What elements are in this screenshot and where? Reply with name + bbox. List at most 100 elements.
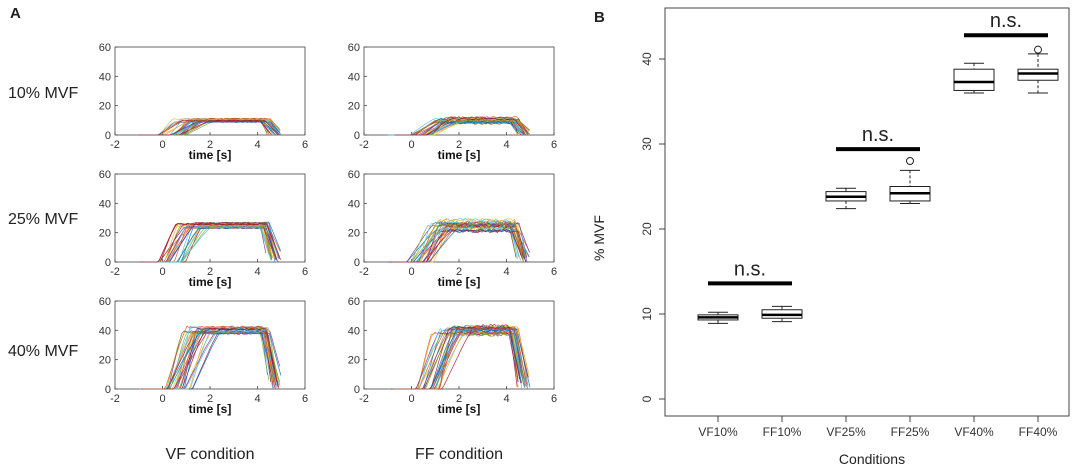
trial-line	[392, 327, 529, 390]
y-tick-label: 40	[99, 71, 111, 83]
x-tick-label: -2	[110, 266, 120, 278]
y-tick-label: 20	[640, 222, 654, 236]
x-tick-label: FF10%	[763, 425, 802, 439]
x-tick-label: 2	[456, 393, 462, 405]
y-tick-label: 40	[348, 198, 360, 210]
y-tick-label: 0	[354, 257, 360, 269]
x-tick-label: 2	[207, 266, 213, 278]
y-tick-label: 60	[99, 296, 111, 308]
significance-label: n.s.	[734, 258, 766, 280]
x-tick-label: 0	[408, 139, 414, 151]
x-axis-label: time [s]	[438, 402, 481, 416]
x-tick-label: 2	[207, 139, 213, 151]
x-tick-label: 6	[302, 266, 308, 278]
trial-lines	[387, 116, 531, 136]
y-tick-label: 20	[99, 101, 111, 113]
iqr-box	[1017, 68, 1059, 81]
y-tick-label: 20	[348, 228, 360, 240]
trial-line	[391, 221, 523, 263]
panel-b-letter: B	[594, 9, 605, 26]
trial-line	[393, 228, 527, 263]
trial-line	[144, 332, 282, 390]
row-label-10: 10% MVF	[8, 85, 78, 102]
x-tick-label: 0	[408, 393, 414, 405]
trial-line	[143, 226, 272, 263]
x-tick-label: -2	[359, 266, 369, 278]
x-tick-label: 4	[503, 266, 509, 278]
x-tick-label: 6	[302, 393, 308, 405]
x-tick-label: FF25%	[891, 425, 930, 439]
x-tick-label: 0	[408, 266, 414, 278]
y-tick-label: 0	[105, 384, 111, 396]
x-tick-label: 0	[159, 139, 165, 151]
y-tick-label: 40	[348, 325, 360, 337]
box-ff25pct	[889, 157, 931, 204]
x-tick-label: 4	[254, 266, 260, 278]
x-tick-label: 4	[254, 393, 260, 405]
trial-line	[143, 325, 277, 390]
x-axis-label: time [s]	[189, 402, 232, 416]
y-tick-label: 0	[354, 384, 360, 396]
box-ff40pct	[1017, 45, 1059, 94]
row-label-25: 25% MVF	[8, 211, 78, 228]
x-axis-label: time [s]	[189, 148, 232, 162]
x-tick-label: 6	[551, 266, 557, 278]
trial-line	[141, 223, 281, 263]
trial-line	[390, 119, 530, 136]
box-ff10pct	[761, 305, 803, 323]
x-tick-label: VF25%	[826, 425, 866, 439]
x-tick-label: -2	[110, 393, 120, 405]
plot-frame	[664, 7, 1070, 417]
y-tick-label: 20	[99, 228, 111, 240]
x-axis-label: time [s]	[189, 275, 232, 289]
x-tick-label: FF40%	[1019, 425, 1058, 439]
y-tick-label: 0	[354, 130, 360, 142]
x-tick-label: VF40%	[954, 425, 994, 439]
trial-lines	[387, 323, 531, 390]
trial-line	[139, 118, 281, 136]
trial-lines	[388, 217, 531, 263]
x-tick-label: 4	[254, 139, 260, 151]
y-tick-label: 60	[348, 42, 360, 54]
box-vf25pct	[825, 187, 867, 210]
y-tick-label: 40	[348, 71, 360, 83]
x-tick-label: -2	[359, 139, 369, 151]
iqr-box	[953, 68, 995, 91]
y-tick-label: 0	[105, 130, 111, 142]
y-tick-label: 0	[105, 257, 111, 269]
trial-lines	[138, 221, 281, 263]
y-tick-label: 0	[640, 395, 654, 402]
x-tick-label: 4	[503, 139, 509, 151]
x-tick-label: 2	[456, 266, 462, 278]
x-tick-label: 2	[207, 393, 213, 405]
significance-label: n.s.	[862, 124, 894, 146]
x-tick-label: 0	[159, 266, 165, 278]
box-vf10pct	[697, 311, 739, 324]
x-tick-label: -2	[359, 393, 369, 405]
trial-line	[390, 229, 527, 263]
y-tick-label: 20	[348, 355, 360, 367]
y-tick-label: 60	[99, 42, 111, 54]
x-tick-label: 6	[551, 393, 557, 405]
trial-lines	[139, 325, 282, 390]
outlier-point	[1034, 45, 1042, 54]
x-tick-label: 6	[302, 139, 308, 151]
y-tick-label: 40	[640, 52, 654, 66]
y-tick-label: 20	[99, 355, 111, 367]
y-tick-label: 40	[99, 325, 111, 337]
panel-a-letter: A	[10, 5, 21, 22]
panel-b-y-axis-label: % MVF	[591, 215, 607, 261]
panel-b-x-axis-label: Conditions	[839, 451, 905, 467]
x-tick-label: 0	[159, 393, 165, 405]
trial-lines	[138, 117, 281, 136]
x-axis-label: time [s]	[438, 148, 481, 162]
box-vf40pct	[953, 62, 995, 94]
